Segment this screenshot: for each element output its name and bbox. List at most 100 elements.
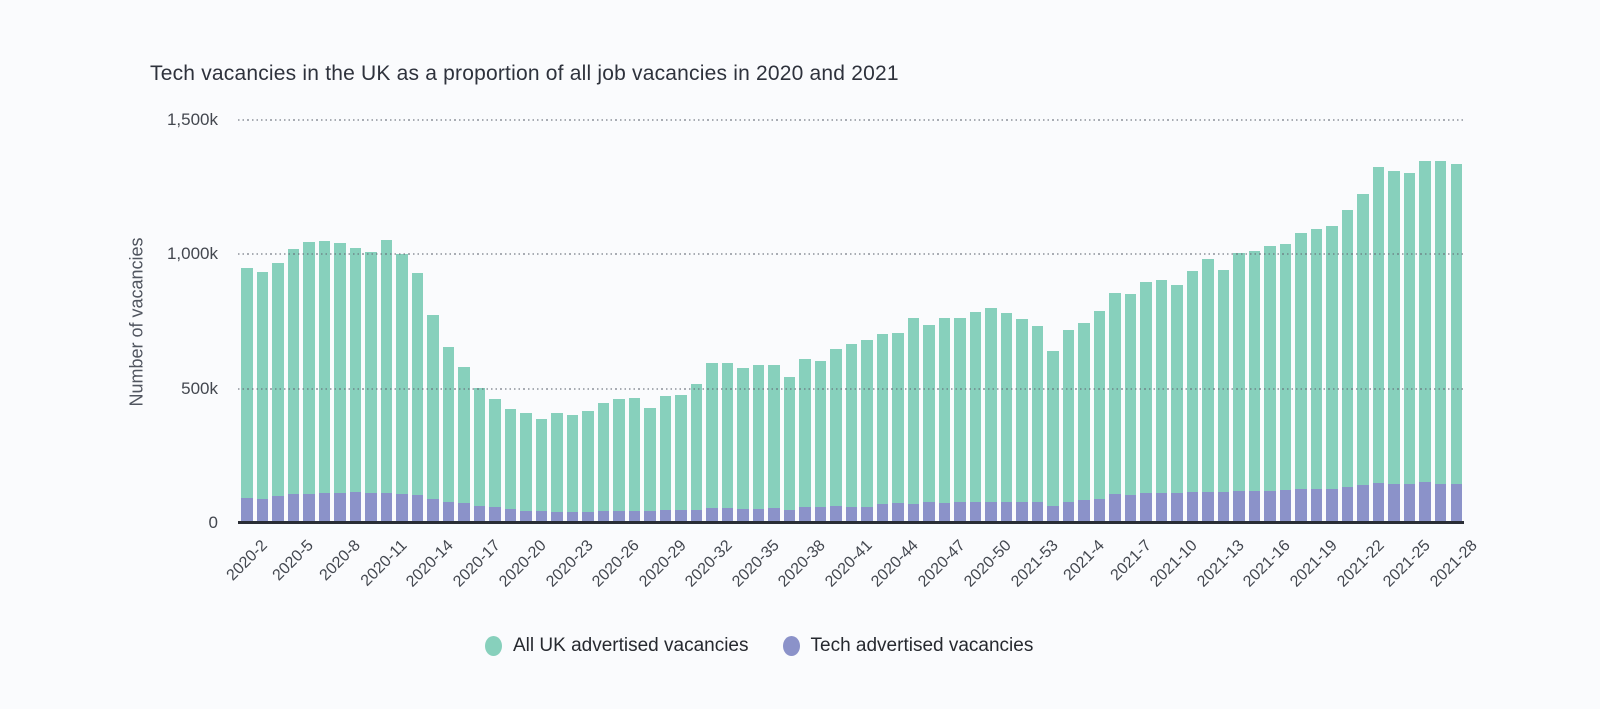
bar-2020-52[interactable] — [1016, 318, 1028, 523]
bar-tech-segment-2021-15 — [1248, 491, 1261, 523]
bar-2020-41[interactable] — [845, 343, 858, 523]
bar-2021-28[interactable] — [1450, 164, 1462, 523]
bar-2020-28[interactable] — [644, 408, 656, 523]
bar-tech-segment-2020-2 — [241, 498, 253, 523]
bar-2021-7[interactable] — [1124, 294, 1137, 523]
bar-2020-24[interactable] — [582, 410, 594, 523]
bar-2020-26[interactable] — [613, 398, 625, 523]
bar-2020-51[interactable] — [1000, 313, 1013, 523]
bar-2021-5[interactable] — [1093, 311, 1106, 523]
bar-2021-3[interactable] — [1062, 329, 1075, 523]
bar-2020-6[interactable] — [303, 242, 315, 523]
bar-2021-26[interactable] — [1419, 160, 1431, 523]
bar-2020-45[interactable] — [907, 317, 920, 523]
bar-2020-40[interactable] — [830, 348, 842, 523]
bar-2021-24[interactable] — [1388, 170, 1400, 523]
bar-2020-8[interactable] — [334, 243, 346, 523]
bar-2020-20[interactable] — [520, 413, 532, 523]
bar-2020-42[interactable] — [861, 339, 873, 523]
bar-2021-10[interactable] — [1171, 285, 1183, 523]
bar-2021-2[interactable] — [1047, 350, 1059, 523]
bar-2020-30[interactable] — [675, 395, 687, 523]
bar-2020-27[interactable] — [628, 398, 641, 523]
bar-2021-22[interactable] — [1357, 193, 1369, 523]
bar-2020-3[interactable] — [256, 271, 268, 523]
bar-2020-18[interactable] — [489, 399, 501, 523]
bar-2020-49[interactable] — [969, 311, 982, 523]
bar-2021-11[interactable] — [1186, 271, 1199, 523]
x-tick-label-2020-47: 2020-47 — [915, 537, 969, 591]
bar-2021-18[interactable] — [1295, 232, 1307, 523]
bar-2020-48[interactable] — [954, 318, 966, 523]
bar-2021-6[interactable] — [1109, 293, 1121, 523]
bar-2020-29[interactable] — [659, 395, 672, 523]
bar-2020-9[interactable] — [349, 247, 362, 523]
bar-tech-segment-2020-37 — [783, 509, 796, 523]
bar-2021-23[interactable] — [1372, 166, 1385, 523]
bar-2021-27[interactable] — [1434, 160, 1447, 523]
bar-2020-5[interactable] — [287, 249, 300, 523]
bar-2020-13[interactable] — [411, 273, 424, 523]
bar-2020-44[interactable] — [892, 333, 904, 523]
bar-2020-36[interactable] — [768, 364, 780, 523]
y-tick-label-1,500k: 1,500k — [166, 110, 218, 129]
bar-2020-47[interactable] — [938, 318, 951, 523]
bar-2021-15[interactable] — [1248, 251, 1261, 523]
x-tick-label-2020-11: 2020-11 — [357, 537, 411, 590]
bar-2020-43[interactable] — [876, 333, 889, 523]
bar-2021-8[interactable] — [1140, 282, 1152, 523]
bar-2020-15[interactable] — [442, 347, 455, 523]
bar-tech-segment-2021-25 — [1403, 484, 1416, 523]
bar-2020-37[interactable] — [783, 376, 796, 523]
bar-2021-53[interactable] — [1031, 326, 1044, 523]
bar-2020-35[interactable] — [752, 364, 765, 523]
bar-2021-25[interactable] — [1403, 173, 1416, 523]
bar-2021-20[interactable] — [1326, 226, 1338, 523]
bar-2021-21[interactable] — [1341, 209, 1354, 523]
bar-2021-13[interactable] — [1217, 270, 1230, 523]
x-tick-label-2020-2: 2020-2 — [223, 537, 271, 585]
bar-tech-segment-2021-7 — [1124, 494, 1137, 523]
bar-2020-16[interactable] — [458, 366, 470, 523]
tech-legend-dot-icon — [782, 636, 800, 656]
bar-2020-46[interactable] — [923, 325, 935, 523]
bar-tech-segment-2021-27 — [1434, 483, 1447, 523]
bar-2020-22[interactable] — [551, 412, 563, 523]
bar-2020-25[interactable] — [597, 402, 610, 523]
bar-2021-12[interactable] — [1202, 259, 1214, 523]
bar-tech-segment-2020-18 — [489, 507, 501, 523]
bar-2021-19[interactable] — [1310, 229, 1323, 523]
bar-2020-2[interactable] — [241, 267, 253, 523]
bar-2020-39[interactable] — [814, 360, 827, 523]
bar-2020-23[interactable] — [566, 415, 579, 523]
bar-2020-21[interactable] — [535, 419, 548, 523]
bar-2020-7[interactable] — [318, 240, 331, 523]
x-tick-label-2020-23: 2020-23 — [542, 537, 597, 591]
legend-item-tech[interactable]: Tech advertised vacancies — [782, 635, 1033, 657]
bar-2020-33[interactable] — [721, 363, 734, 523]
bar-2021-4[interactable] — [1078, 323, 1090, 523]
bar-2020-10[interactable] — [365, 252, 377, 523]
bar-2020-31[interactable] — [690, 384, 703, 523]
bar-2021-16[interactable] — [1264, 246, 1276, 523]
bar-2020-50[interactable] — [985, 308, 997, 523]
bar-2020-14[interactable] — [427, 314, 439, 523]
bar-2020-32[interactable] — [706, 363, 718, 523]
bar-2020-38[interactable] — [799, 358, 811, 523]
bar-2021-9[interactable] — [1155, 280, 1168, 523]
legend-item-all-uk[interactable]: All UK advertised vacancies — [485, 635, 749, 657]
bar-tech-segment-2020-49 — [969, 501, 982, 523]
bar-tech-segment-2021-11 — [1186, 492, 1199, 523]
bar-2020-17[interactable] — [473, 388, 486, 523]
bar-2021-17[interactable] — [1279, 244, 1292, 523]
bar-tech-segment-2020-32 — [706, 507, 718, 523]
x-tick-label-2021-19: 2021-19 — [1287, 537, 1341, 591]
bar-2020-19[interactable] — [504, 409, 517, 523]
bar-tech-segment-2021-23 — [1372, 483, 1385, 523]
bar-2020-34[interactable] — [737, 368, 749, 523]
bar-tech-segment-2020-39 — [814, 507, 827, 523]
bar-2020-4[interactable] — [272, 262, 284, 523]
bar-2020-11[interactable] — [380, 239, 393, 523]
bar-tech-segment-2020-14 — [427, 499, 439, 523]
